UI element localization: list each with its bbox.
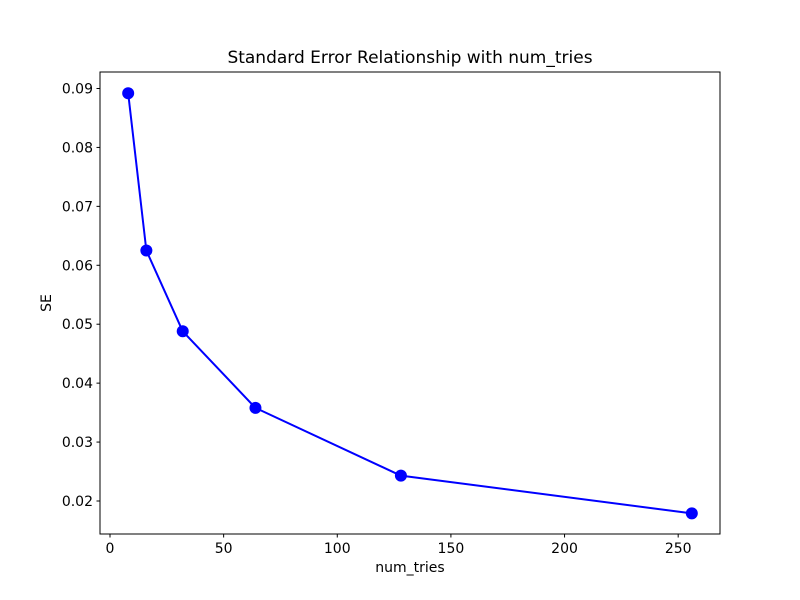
x-tick-label: 250 <box>665 541 692 557</box>
tick-layer: 0 50 100 150 200 250 0.02 0.03 0.04 0.05 0.06 0.07 0… <box>62 82 692 558</box>
axes-frame <box>99 71 721 535</box>
data-point-marker <box>122 87 135 100</box>
data-point-marker <box>249 401 262 414</box>
x-tick-label: 0 <box>106 541 115 557</box>
data-point-marker <box>685 507 698 520</box>
chart-title: Standard Error Relationship with num_tri… <box>227 48 592 68</box>
y-tick-label: 0.04 <box>62 376 93 392</box>
x-tick-label: 200 <box>551 541 578 557</box>
data-point-marker <box>176 325 189 338</box>
x-tick-label: 150 <box>438 541 465 557</box>
y-tick-label: 0.09 <box>62 82 93 98</box>
y-axis-label: SE <box>39 294 55 312</box>
y-tick-label: 0.07 <box>62 199 93 215</box>
y-tick-label: 0.05 <box>62 317 93 333</box>
x-tick-label: 50 <box>215 541 233 557</box>
x-tick-label: 100 <box>324 541 351 557</box>
data-line <box>127 93 692 515</box>
y-tick-label: 0.06 <box>62 258 93 274</box>
y-tick-label: 0.08 <box>62 140 93 156</box>
series-layer <box>122 87 698 520</box>
x-axis-label: num_tries <box>375 560 444 576</box>
data-point-marker <box>140 244 153 257</box>
y-tick-label: 0.03 <box>62 435 93 451</box>
y-tick-label: 0.02 <box>62 494 93 510</box>
data-point-marker <box>394 469 407 482</box>
